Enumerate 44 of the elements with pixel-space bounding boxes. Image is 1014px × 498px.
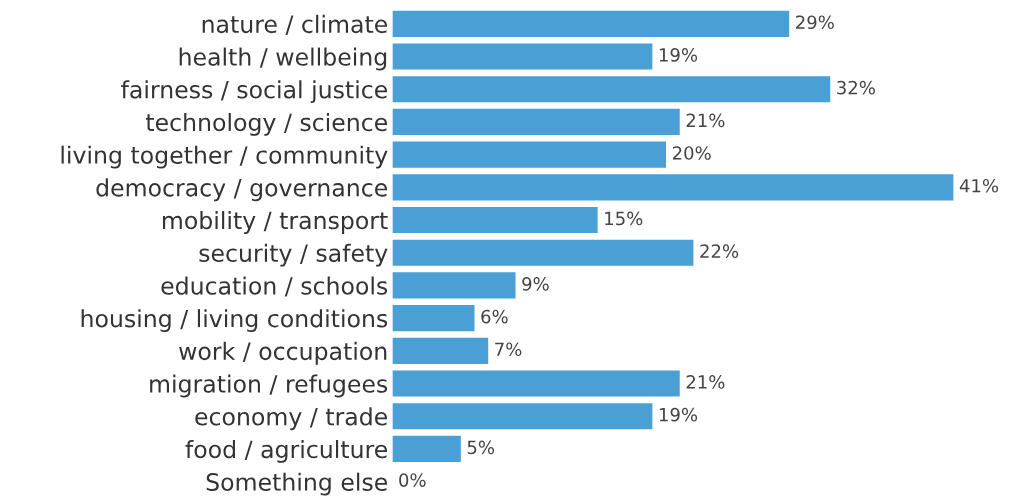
y-tick-label: Something else	[206, 472, 387, 496]
bar	[392, 403, 653, 430]
y-tick-label: housing / living conditions	[81, 309, 388, 333]
y-tick-label: health / wellbeing	[179, 47, 387, 71]
y-tick-label: education / schools	[161, 276, 388, 297]
bar	[392, 108, 680, 136]
data-label: 41%	[959, 178, 999, 193]
bar	[392, 76, 831, 103]
data-label: 29%	[796, 15, 834, 30]
data-label: 32%	[837, 80, 875, 95]
y-tick-label: fairness / social justice	[121, 80, 387, 104]
bar	[392, 141, 667, 168]
y-tick-label: democracy / governance	[96, 178, 387, 202]
y-tick-label: security / safety	[199, 243, 388, 267]
data-label: 22%	[700, 244, 739, 258]
data-label: 7%	[495, 342, 522, 357]
y-tick-label: economy / trade	[195, 407, 387, 431]
y-tick-label: mobility / transport	[162, 211, 388, 234]
bar	[392, 239, 694, 266]
bar	[392, 305, 475, 332]
y-tick-label: technology / science	[145, 112, 387, 136]
data-label: 21%	[686, 375, 725, 389]
y-tick-label: migration / refugees	[150, 374, 388, 398]
y-tick-label: living together / community	[61, 145, 388, 169]
data-label: 21%	[686, 113, 725, 128]
bar	[392, 435, 461, 463]
data-label: 5%	[467, 440, 495, 455]
bar	[392, 43, 653, 70]
bar	[392, 337, 489, 364]
data-label: 0%	[399, 473, 426, 487]
data-label: 19%	[659, 407, 698, 422]
data-label: 6%	[481, 309, 508, 324]
bar	[392, 10, 790, 37]
y-tick-label: nature / climate	[202, 14, 387, 35]
data-label: 20%	[672, 146, 711, 160]
bar	[392, 272, 516, 299]
bar	[392, 174, 954, 201]
data-label: 9%	[522, 277, 549, 291]
y-tick-label: food / agriculture	[185, 439, 387, 463]
bar	[392, 370, 680, 397]
data-label: 19%	[659, 48, 698, 62]
data-label: 15%	[605, 211, 643, 226]
y-tick-label: work / occupation	[179, 341, 387, 365]
bar	[392, 206, 598, 234]
